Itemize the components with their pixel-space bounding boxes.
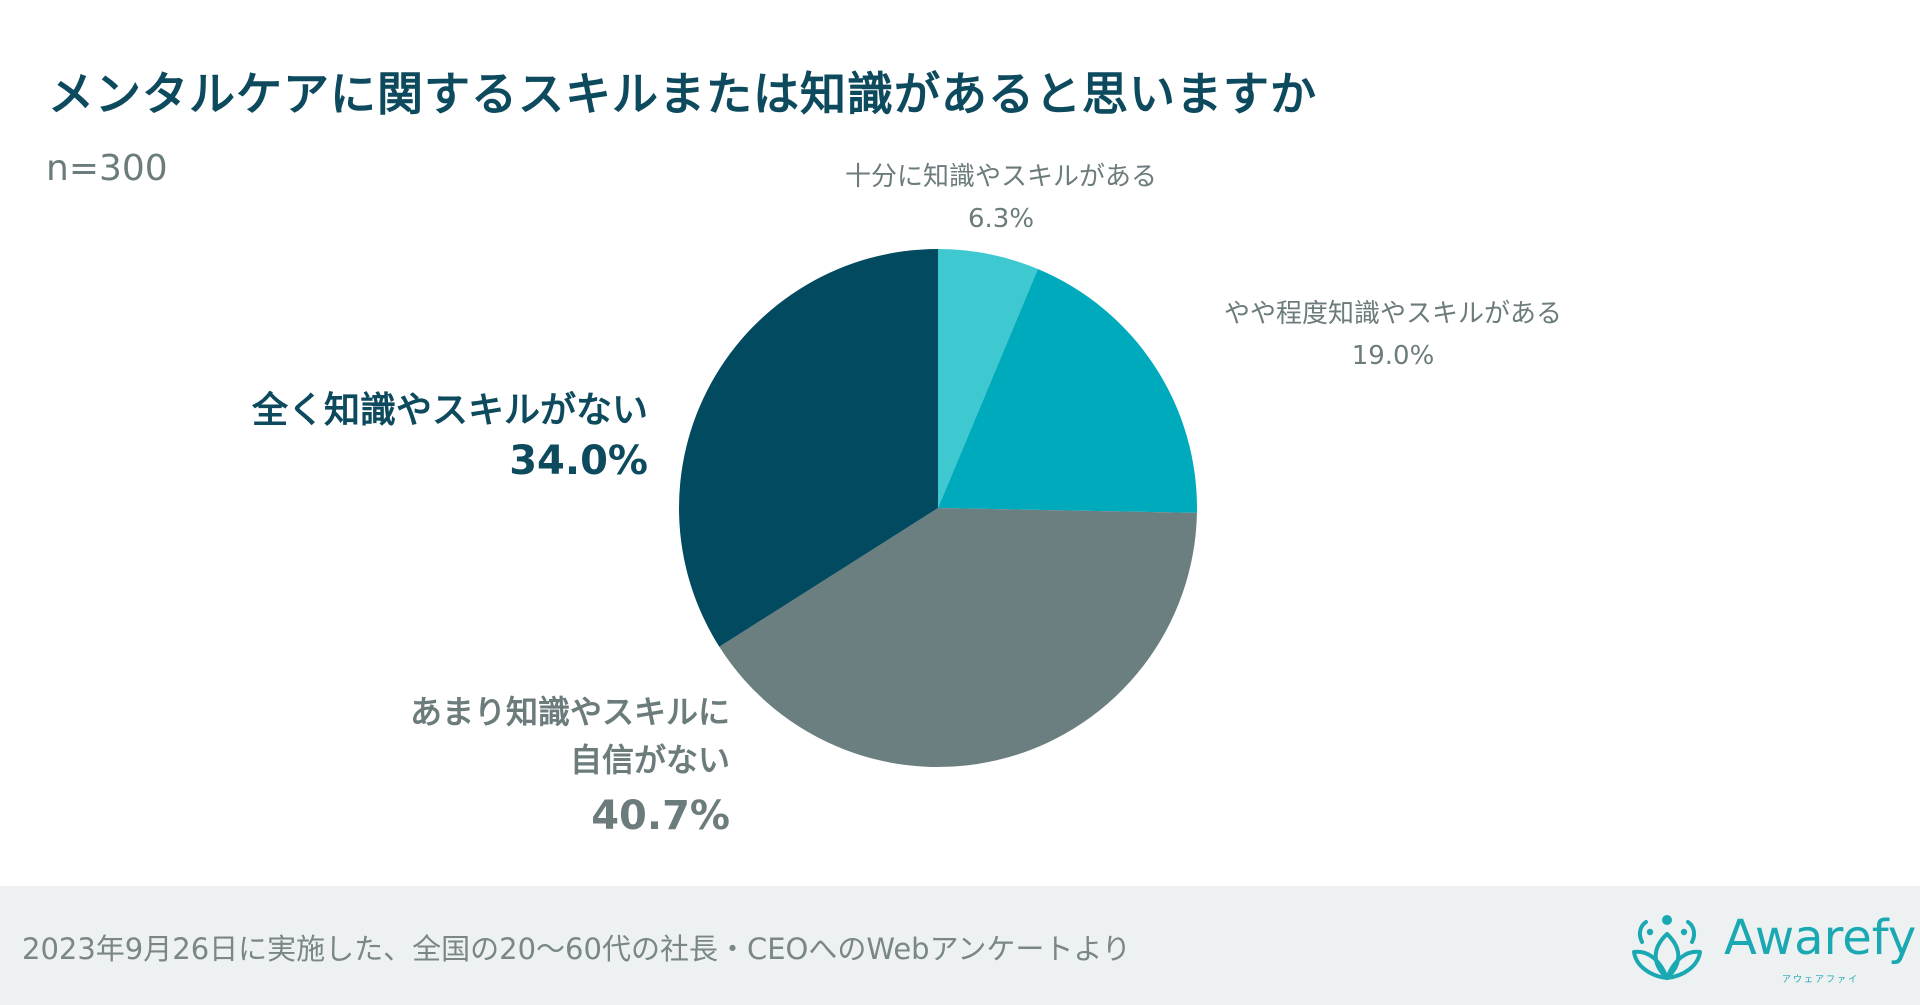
footer: 2023年9月26日に実施した、全国の20〜60代の社長・CEOへのWebアンケ… bbox=[0, 886, 1920, 1005]
slice-label: 全く知識やスキルがない bbox=[251, 389, 648, 431]
pie-slice bbox=[679, 249, 938, 647]
logo-subtext: アウェアファイ bbox=[1782, 975, 1860, 985]
slice-value-label: 6.3% bbox=[968, 204, 1034, 234]
slice-value-label: 34.0% bbox=[509, 438, 648, 484]
pie-chart: 十分に知識やスキルがある 6.3% やや程度知識やスキルがある 19.0% あまり知識や… bbox=[251, 162, 1562, 839]
survey-footnote: 2023年9月26日に実施した、全国の20〜60代の社長・CEOへのWebアンケ… bbox=[22, 932, 1131, 966]
pie-slice bbox=[938, 249, 1038, 508]
slice-value-label: 40.7% bbox=[591, 793, 730, 839]
slice-value-label: 19.0% bbox=[1352, 341, 1435, 371]
lotus-icon bbox=[1632, 915, 1702, 980]
slice-label: やや程度知識やスキルがある bbox=[1224, 299, 1562, 329]
pie-slice bbox=[938, 269, 1197, 513]
slice-label: 自信がない bbox=[570, 741, 730, 779]
pie-slice bbox=[719, 508, 1197, 767]
sample-size: n=300 bbox=[46, 148, 168, 189]
logo-text: Awarefy bbox=[1724, 910, 1917, 966]
slice-label: あまり知識やスキルに bbox=[410, 693, 730, 731]
slice-label: 十分に知識やスキルがある bbox=[845, 162, 1157, 192]
chart-title: メンタルケアに関するスキルまたは知識があると思いますか bbox=[48, 67, 1317, 121]
awarefy-logo: Awarefy アウェアファイ bbox=[1624, 908, 1916, 988]
